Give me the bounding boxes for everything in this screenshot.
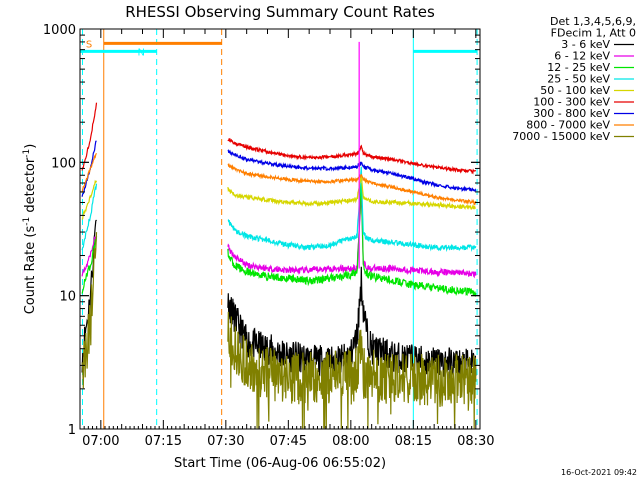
y-axis-label-part: Count Rate (s <box>23 226 38 315</box>
legend-entry-label: 300 - 800 keV <box>533 107 610 120</box>
series-line <box>227 166 477 253</box>
flag-label: S <box>86 39 92 50</box>
series-line <box>81 152 98 193</box>
y-axis-label-part: ) <box>23 144 38 149</box>
legend-header: Det 1,3,4,5,6,9, <box>550 15 636 28</box>
y-tick-label: 1 <box>68 423 76 438</box>
x-tick-label: 08:30 <box>457 434 494 449</box>
series-line <box>81 140 97 197</box>
y-axis-label-sup: -1 <box>22 149 32 158</box>
y-tick-label: 10 <box>59 290 76 305</box>
axes: 1 10 100 1000 07:00 07:15 07:30 07:45 08:00 08:15… <box>43 23 495 449</box>
series-line <box>81 179 98 220</box>
series-line <box>81 232 98 389</box>
legend-entry-label: 3 - 6 keV <box>561 38 610 51</box>
x-tick-label: 08:15 <box>395 434 432 449</box>
legend-entry-label: 100 - 300 keV <box>533 96 610 109</box>
series-line <box>227 174 477 211</box>
y-tick-label: 1000 <box>43 23 76 38</box>
series-line <box>227 192 477 279</box>
legend-entry-label: 6 - 12 keV <box>554 50 610 63</box>
series-line <box>227 149 477 193</box>
legend-header: FDecim 1, Att 0 <box>551 27 636 40</box>
legend: Det 1,3,4,5,6,9,FDecim 1, Att 03 - 6 keV… <box>512 15 636 143</box>
series-line <box>227 137 477 175</box>
x-axis-label: Start Time (06-Aug-06 06:55:02) <box>174 456 386 471</box>
legend-entry-label: 50 - 100 keV <box>540 84 610 97</box>
y-axis-label-sup: -1 <box>22 217 32 226</box>
x-tick-label: 08:00 <box>332 434 369 449</box>
series-line <box>81 235 98 294</box>
x-tick-label: 07:15 <box>145 434 182 449</box>
y-tick-label: 100 <box>51 156 76 171</box>
legend-entry-label: 7000 - 15000 keV <box>512 130 610 143</box>
legend-entry-label: 800 - 7000 keV <box>526 119 610 132</box>
legend-entry-label: 25 - 50 keV <box>547 73 610 86</box>
series-line <box>227 311 477 429</box>
series-line <box>227 183 477 297</box>
x-tick-label: 07:30 <box>207 434 244 449</box>
y-axis-label-part: detector <box>23 157 38 217</box>
series-line <box>81 234 98 277</box>
x-tick-label: 07:00 <box>82 434 119 449</box>
chart-title: RHESSI Observing Summary Count Rates <box>125 3 435 21</box>
flag-label: N <box>138 47 145 58</box>
y-axis-label: Count Rate (s-1 detector-1) <box>22 144 38 315</box>
x-tick-label: 07:45 <box>270 434 307 449</box>
series-line <box>81 183 98 251</box>
plot-area: SN <box>80 29 478 429</box>
timestamp: 16-Oct-2021 09:42 <box>561 468 637 477</box>
legend-entry-label: 12 - 25 keV <box>547 61 610 74</box>
series-line <box>227 163 477 206</box>
